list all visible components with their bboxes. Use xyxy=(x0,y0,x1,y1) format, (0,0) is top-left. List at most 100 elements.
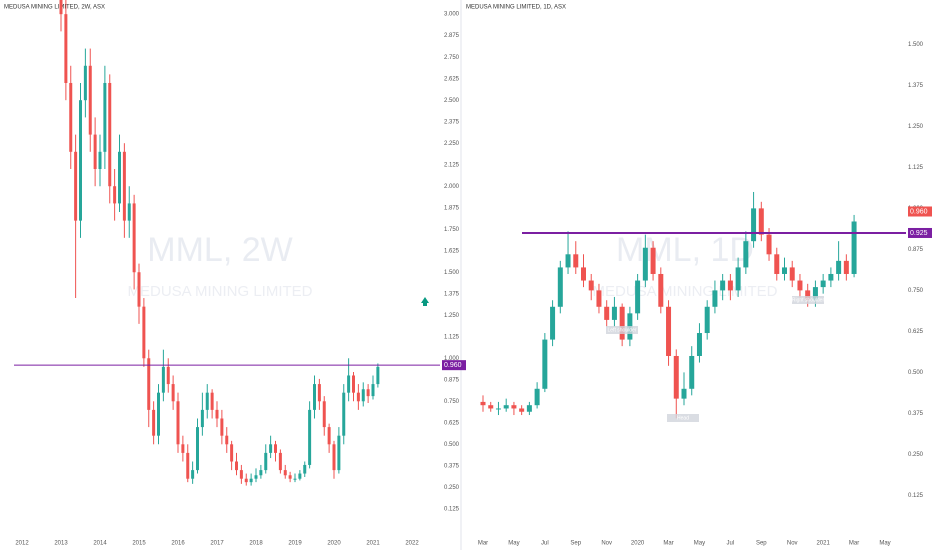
y-tick-label: 1.000 xyxy=(444,356,460,362)
candle-body xyxy=(751,208,757,242)
candle-body xyxy=(225,435,229,445)
x-tick-label: Jul xyxy=(541,541,549,547)
candle-body xyxy=(113,186,117,204)
candle-body xyxy=(812,287,818,301)
candle-body xyxy=(696,333,702,356)
price-tag-label: 0.960 xyxy=(910,208,928,215)
candle-body xyxy=(293,478,297,480)
candle-body xyxy=(352,375,355,393)
candle-body xyxy=(327,427,331,445)
candle-body xyxy=(108,82,112,187)
candle-body xyxy=(805,290,811,301)
chart-title: MEDUSA MINING LIMITED, 2W, ASX xyxy=(4,5,105,11)
candle-body xyxy=(176,401,180,445)
y-tick-label: 1.500 xyxy=(908,42,924,48)
candle-body xyxy=(557,267,563,307)
x-tick-label: Nov xyxy=(787,541,798,547)
y-tick-label: 2.750 xyxy=(444,55,460,61)
candle-body xyxy=(249,478,253,483)
candle-body xyxy=(526,405,532,412)
candle-body xyxy=(332,444,336,471)
candle-body xyxy=(573,254,579,268)
y-tick-label: 3.000 xyxy=(444,12,460,18)
candle-body xyxy=(210,392,214,410)
y-tick-label: 0.750 xyxy=(444,399,460,405)
x-tick-label: 2021 xyxy=(366,541,380,547)
candle-body xyxy=(239,470,243,479)
x-tick-label: 2014 xyxy=(93,541,107,547)
candle-body xyxy=(69,82,73,152)
candle-body xyxy=(64,14,68,83)
candle-body xyxy=(283,470,287,476)
candle-body xyxy=(743,241,749,268)
candle-body xyxy=(230,444,234,462)
candle-body xyxy=(142,306,146,359)
y-tick-label: 0.125 xyxy=(908,493,924,499)
x-tick-label: Nov xyxy=(601,541,612,547)
candle-body xyxy=(93,134,97,170)
annotation: Right shoulder xyxy=(792,297,825,303)
watermark: MML, 1D xyxy=(616,231,754,269)
y-tick-label: 1.625 xyxy=(444,248,460,254)
candle-body xyxy=(161,366,165,393)
y-tick-label: 1.250 xyxy=(908,124,924,130)
y-tick-label: 1.375 xyxy=(444,291,460,297)
watermark: MML, 2W xyxy=(147,231,292,269)
candle-body xyxy=(658,273,664,307)
candle-body xyxy=(371,384,375,397)
candle-body xyxy=(758,208,764,235)
candle-body xyxy=(542,339,548,389)
candle-body xyxy=(376,366,380,385)
candle-body xyxy=(200,409,204,428)
x-tick-label: 2012 xyxy=(15,541,29,547)
candle-body xyxy=(347,375,351,393)
x-tick-label: Mar xyxy=(663,541,673,547)
x-tick-label: May xyxy=(879,541,890,547)
candle-body xyxy=(596,290,602,307)
candle-body xyxy=(157,392,160,436)
y-tick-label: 0.625 xyxy=(908,329,924,335)
candle-body xyxy=(127,203,131,221)
candle-body xyxy=(774,254,780,274)
candle-body xyxy=(274,444,277,453)
candle-body xyxy=(495,408,501,410)
candle-body xyxy=(235,461,238,471)
y-tick-label: 2.250 xyxy=(444,141,460,147)
x-tick-label: 2020 xyxy=(327,541,341,547)
candle-body xyxy=(278,452,282,471)
candle-body xyxy=(642,247,648,281)
candle-body xyxy=(342,392,346,436)
candle-body xyxy=(74,151,78,221)
y-tick-label: 0.500 xyxy=(908,370,924,376)
candle-body xyxy=(98,151,102,170)
y-tick-label: 1.125 xyxy=(444,334,460,340)
x-tick-label: Mar xyxy=(849,541,859,547)
y-tick-label: 0.250 xyxy=(908,452,924,458)
candle-body xyxy=(132,203,136,273)
chart-title: MEDUSA MINING LIMITED, 1D, ASX xyxy=(466,5,566,11)
candle-body xyxy=(205,392,209,410)
y-tick-label: 2.500 xyxy=(444,98,460,104)
candle-body xyxy=(689,355,695,389)
candle-body xyxy=(186,452,190,479)
annotation-box xyxy=(667,414,699,422)
x-tick-label: 2017 xyxy=(210,541,224,547)
price-tag xyxy=(908,206,932,217)
candle-body xyxy=(673,355,679,399)
candle-body xyxy=(820,280,826,288)
y-tick-label: 2.625 xyxy=(444,76,460,82)
x-tick-label: May xyxy=(508,541,519,547)
x-tick-label: Sep xyxy=(570,541,581,547)
candle-body xyxy=(88,65,92,135)
y-tick-label: 1.250 xyxy=(444,313,460,319)
candle-body xyxy=(181,444,185,453)
candle-body xyxy=(488,405,494,409)
annotation: Head xyxy=(677,415,689,421)
candle-body xyxy=(704,306,710,334)
candle-body xyxy=(735,267,741,291)
y-tick-label: 1.375 xyxy=(908,83,924,89)
candle-body xyxy=(308,409,312,465)
candle-body xyxy=(356,392,360,402)
candle-body xyxy=(254,475,258,479)
